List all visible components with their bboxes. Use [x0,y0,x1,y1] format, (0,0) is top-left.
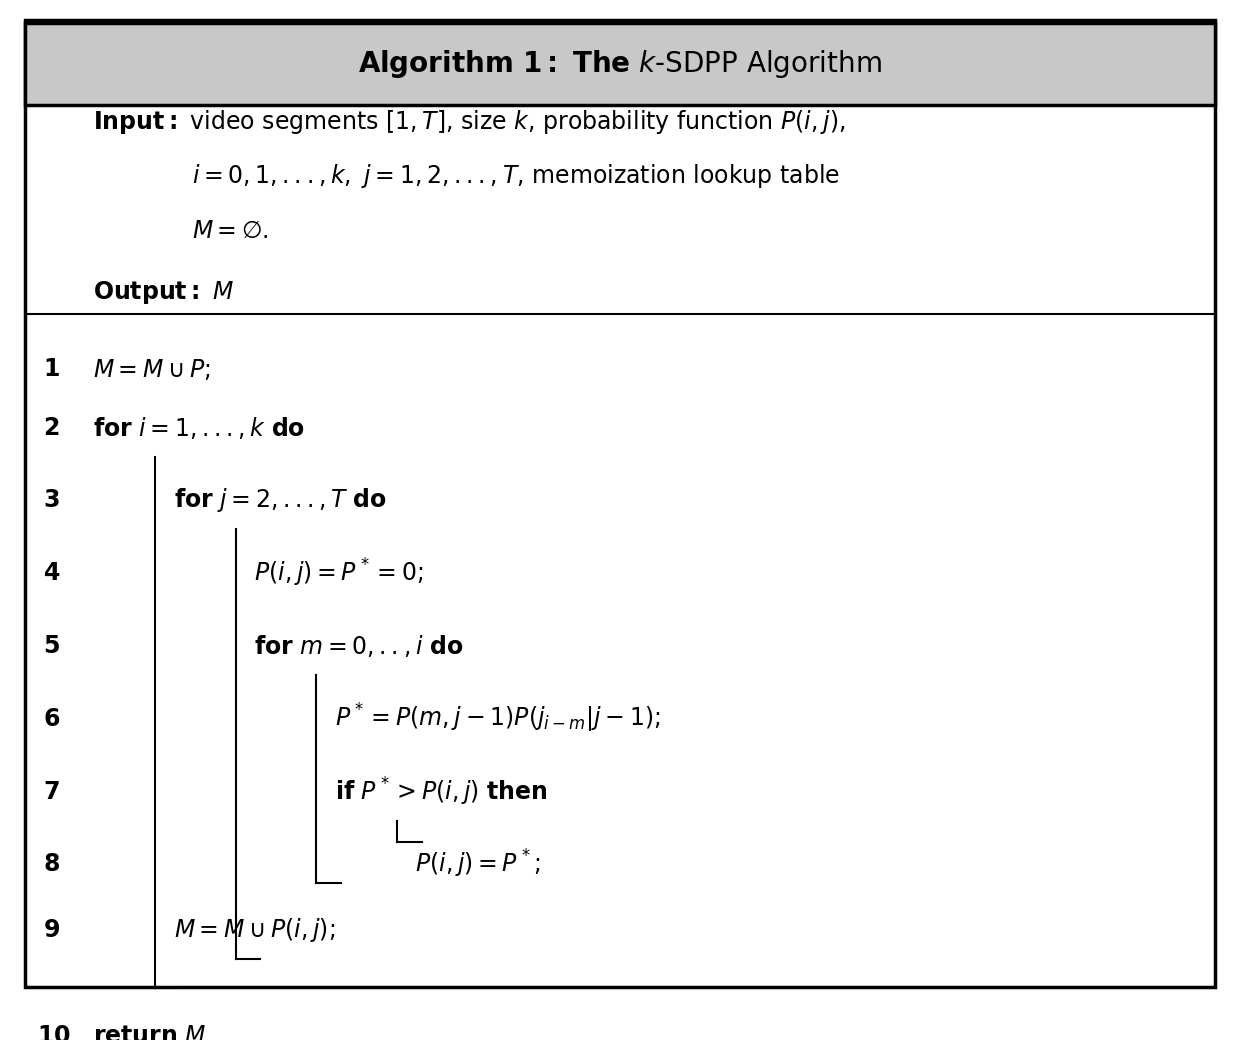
Text: $\mathbf{8}$: $\mathbf{8}$ [43,853,61,877]
Text: $\mathbf{9}$: $\mathbf{9}$ [43,918,61,942]
Text: $\mathbf{4}$: $\mathbf{4}$ [43,562,61,586]
FancyBboxPatch shape [25,23,1215,105]
Text: $\mathbf{Output:}$ $M$: $\mathbf{Output:}$ $M$ [93,280,234,307]
Text: $\mathbf{6}$: $\mathbf{6}$ [43,707,61,731]
Text: $P(i, j) = P^* = 0$;: $P(i, j) = P^* = 0$; [254,557,424,590]
Text: $\mathbf{2}$: $\mathbf{2}$ [43,416,60,440]
FancyBboxPatch shape [25,20,1215,987]
Text: $\mathbf{5}$: $\mathbf{5}$ [43,634,61,658]
Text: $\mathbf{if}$ $P^* > P(i,j)$ $\mathbf{then}$: $\mathbf{if}$ $P^* > P(i,j)$ $\mathbf{th… [335,776,548,808]
Text: $\mathbf{7}$: $\mathbf{7}$ [43,780,60,804]
Text: $\mathbf{10}$: $\mathbf{10}$ [37,1023,71,1040]
Text: $\mathbf{Algorithm\ 1:\ The\ \mathit{k}\text{-SDPP\ Algorithm}}$: $\mathbf{Algorithm\ 1:\ The\ \mathit{k}\… [358,48,882,80]
Text: $\mathbf{3}$: $\mathbf{3}$ [43,489,60,513]
Text: $\mathbf{for}$ $i = 1, ..., k$ $\mathbf{do}$: $\mathbf{for}$ $i = 1, ..., k$ $\mathbf{… [93,415,305,441]
Text: $M = \emptyset.$: $M = \emptyset.$ [192,218,269,243]
Text: $P^* = P(m, j-1)P(j_{i-m}|j-1)$;: $P^* = P(m, j-1)P(j_{i-m}|j-1)$; [335,702,660,735]
Text: $i = 0, 1, ..., k,\ j = 1, 2, ..., T$, memoization lookup table: $i = 0, 1, ..., k,\ j = 1, 2, ..., T$, m… [192,162,841,190]
Text: $\mathbf{return}$ $M$.: $\mathbf{return}$ $M$. [93,1023,212,1040]
Text: $M = M \cup P(i, j)$;: $M = M \cup P(i, j)$; [174,916,335,944]
Text: $M = M \cup P$;: $M = M \cup P$; [93,357,211,382]
Text: $\mathbf{for}$ $j = 2, ..., T$ $\mathbf{do}$: $\mathbf{for}$ $j = 2, ..., T$ $\mathbf{… [174,487,387,515]
Text: $P(i, j) = P^*$;: $P(i, j) = P^*$; [415,849,541,881]
Text: $\mathbf{Input:}$ video segments $[1, T]$, size $k$, probability function $P(i, : $\mathbf{Input:}$ video segments $[1, T]… [93,108,846,135]
Text: $\mathbf{for}$ $m = 0, .., i$ $\mathbf{do}$: $\mathbf{for}$ $m = 0, .., i$ $\mathbf{d… [254,633,464,659]
Text: $\mathbf{1}$: $\mathbf{1}$ [43,358,61,382]
